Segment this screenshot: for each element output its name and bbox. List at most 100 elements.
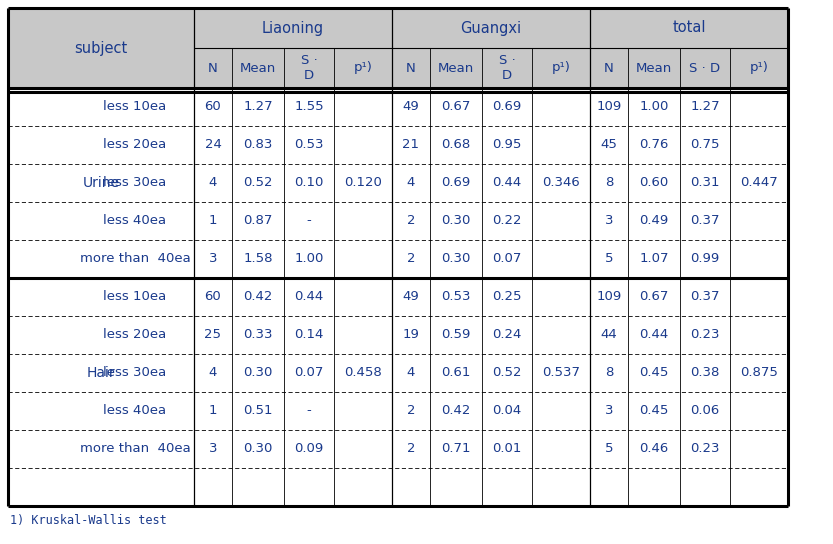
Text: 1: 1 [209,214,217,227]
Bar [8,392,788,430]
Text: Guangxi: Guangxi [461,21,521,35]
Text: less 10ea: less 10ea [103,101,167,114]
Text: 2: 2 [407,214,415,227]
Text: N: N [604,61,614,75]
Text: 1: 1 [209,405,217,417]
Text: 49: 49 [402,290,419,304]
Text: 0.49: 0.49 [640,214,669,227]
Text: 1.58: 1.58 [243,252,272,265]
Text: 109: 109 [596,290,621,304]
Text: 5: 5 [605,252,613,265]
Text: 1.07: 1.07 [639,252,669,265]
Text: Mean: Mean [438,61,474,75]
Text: 1.27: 1.27 [243,101,273,114]
Text: Liaoning: Liaoning [262,21,324,35]
Bar [8,430,788,468]
Text: 0.37: 0.37 [691,214,720,227]
Text: 0.30: 0.30 [243,367,272,380]
Text: 2: 2 [407,442,415,455]
Text: 0.87: 0.87 [243,214,272,227]
Text: 1) Kruskal-Wallis test: 1) Kruskal-Wallis test [10,514,167,527]
Text: Mean: Mean [240,61,276,75]
Text: less 40ea: less 40ea [103,214,167,227]
Text: N: N [208,61,218,75]
Bar [8,126,788,164]
Text: S · D: S · D [690,61,721,75]
Text: 0.458: 0.458 [344,367,382,380]
Text: 0.53: 0.53 [294,139,324,151]
Text: 0.23: 0.23 [691,442,720,455]
Text: 0.14: 0.14 [294,329,324,342]
Text: 25: 25 [204,329,222,342]
Text: 0.67: 0.67 [441,101,471,114]
Text: S ·
D: S · D [499,54,516,82]
Text: 0.83: 0.83 [243,139,272,151]
Text: p¹): p¹) [551,61,571,75]
Text: 0.99: 0.99 [691,252,720,265]
Text: 0.52: 0.52 [243,176,272,189]
Text: 0.95: 0.95 [492,139,521,151]
Text: 21: 21 [402,139,420,151]
Bar [8,164,788,202]
Text: 0.45: 0.45 [639,405,669,417]
Text: 0.69: 0.69 [441,176,471,189]
Text: 60: 60 [205,101,222,114]
Text: 0.30: 0.30 [243,442,272,455]
Text: 0.51: 0.51 [243,405,272,417]
Text: 0.120: 0.120 [344,176,382,189]
Text: 109: 109 [596,101,621,114]
Bar [8,316,788,354]
Text: p¹): p¹) [353,61,372,75]
Text: 3: 3 [605,405,613,417]
Text: less 30ea: less 30ea [103,176,167,189]
Text: 5: 5 [605,442,613,455]
Text: 0.69: 0.69 [492,101,521,114]
Text: 0.537: 0.537 [542,367,580,380]
Text: Mean: Mean [636,61,672,75]
Text: less 10ea: less 10ea [103,290,167,304]
Text: 0.38: 0.38 [691,367,720,380]
Text: -: - [307,214,312,227]
Text: 4: 4 [209,176,217,189]
Text: 0.07: 0.07 [492,252,521,265]
Text: 0.04: 0.04 [492,405,521,417]
Bar [8,354,788,392]
Bar [8,468,788,506]
Text: 1.55: 1.55 [294,101,324,114]
Text: 4: 4 [407,367,415,380]
Text: subject: subject [74,40,127,55]
Text: 2: 2 [407,405,415,417]
Text: 0.46: 0.46 [640,442,669,455]
Text: 1.27: 1.27 [691,101,720,114]
Text: 0.42: 0.42 [243,290,272,304]
Text: 0.31: 0.31 [691,176,720,189]
Text: 2: 2 [407,252,415,265]
Text: 0.45: 0.45 [639,367,669,380]
Text: 0.33: 0.33 [243,329,272,342]
Text: 0.25: 0.25 [492,290,521,304]
Text: less 40ea: less 40ea [103,405,167,417]
Text: -: - [307,405,312,417]
Text: 0.76: 0.76 [639,139,669,151]
Text: N: N [407,61,416,75]
Bar [8,278,788,316]
Text: total: total [672,21,706,35]
Text: 0.30: 0.30 [441,214,471,227]
Text: 0.30: 0.30 [441,252,471,265]
Bar [8,48,788,88]
Text: less 30ea: less 30ea [103,367,167,380]
Text: 0.42: 0.42 [441,405,471,417]
Text: 0.23: 0.23 [691,329,720,342]
Text: 0.53: 0.53 [441,290,471,304]
Text: 8: 8 [605,176,613,189]
Text: less 20ea: less 20ea [103,139,167,151]
Bar [8,202,788,240]
Text: 0.44: 0.44 [294,290,324,304]
Text: 0.875: 0.875 [740,367,778,380]
Text: 0.10: 0.10 [294,176,324,189]
Text: S ·
D: S · D [301,54,317,82]
Text: 0.52: 0.52 [492,367,521,380]
Text: 0.60: 0.60 [640,176,669,189]
Text: 0.61: 0.61 [441,367,471,380]
Text: 1.00: 1.00 [294,252,324,265]
